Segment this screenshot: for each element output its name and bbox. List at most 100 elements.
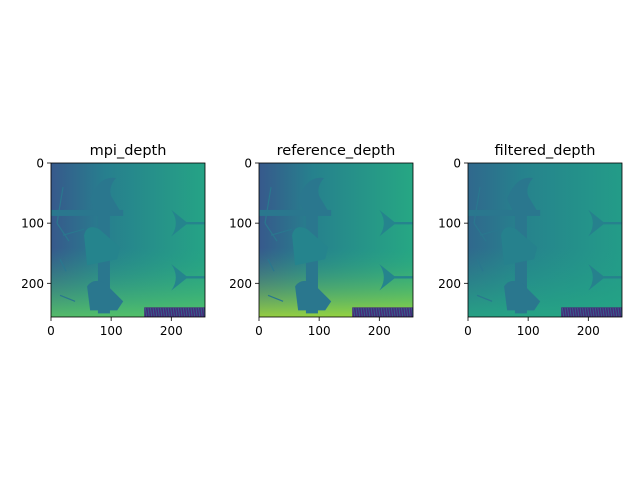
depth-shape-top (507, 177, 538, 212)
depth-shape-branch (476, 294, 493, 302)
depth-floor-stripe (352, 307, 356, 317)
depth-shape-cup-top (588, 209, 622, 237)
depth-floor-stripe (363, 307, 366, 317)
depth-floor-stripe (182, 307, 185, 317)
depth-floor-stripe (597, 307, 600, 317)
depth-floor-stripe (203, 307, 205, 317)
depth-floor-stripe (615, 307, 618, 317)
depth-floor-stripe (365, 307, 368, 317)
depth-floor-gradient (259, 163, 413, 317)
y-tick-label: 0 (453, 157, 461, 171)
depth-floor-stripe (572, 307, 575, 317)
x-tick-label: 100 (517, 324, 540, 338)
depth-floor-stripe (195, 307, 198, 317)
depth-floor-stripe (604, 307, 608, 317)
depth-shape-cup-top (379, 209, 413, 237)
depth-shape-middle (292, 227, 329, 266)
depth-image (259, 163, 413, 317)
depth-shape-branch (264, 186, 272, 224)
depth-floor-stripe (172, 307, 175, 317)
depth-floor-stripe (561, 307, 565, 317)
depth-shape-middle (84, 227, 121, 266)
depth-floor-stripe (612, 307, 615, 317)
depth-floor-stripe (373, 307, 376, 317)
depth-floor-stripe (408, 307, 411, 317)
depth-shape-cup-bottom (588, 264, 622, 291)
depth-floor-band (144, 307, 205, 317)
depth-floor-stripe (398, 307, 401, 317)
panel-title: reference_depth (277, 143, 396, 159)
depth-shape-middle (501, 227, 538, 266)
depth-floor-band (561, 307, 622, 317)
depth-floor-stripe (177, 307, 180, 317)
depth-floor-stripe (587, 307, 590, 317)
depth-shape-lower (87, 280, 124, 311)
y-tick-label: 200 (229, 277, 252, 291)
depth-floor-stripe (358, 307, 361, 317)
x-tick-label: 100 (100, 324, 123, 338)
depth-floor-stripe (144, 307, 148, 317)
depth-floor-stripe (395, 307, 399, 317)
y-tick-label: 200 (438, 277, 461, 291)
depth-shape-cup-bottom (171, 264, 205, 291)
y-tick-label: 100 (21, 217, 44, 231)
x-tick-label: 100 (308, 324, 331, 338)
depth-floor-stripe (582, 307, 585, 317)
depth-shape-branch (56, 186, 64, 224)
panel-2: reference_depth 0 100 200 0 100 200 (229, 143, 414, 338)
x-tick-label: 0 (47, 324, 55, 338)
depth-floor-stripe (375, 307, 378, 317)
depth-floor-stripe (378, 307, 381, 317)
depth-floor-stripe (360, 307, 363, 317)
depth-shape-branch (59, 258, 67, 272)
depth-shape-branch (264, 222, 278, 242)
depth-floor-stripe (388, 307, 391, 317)
depth-floor-stripe (592, 307, 595, 317)
y-tick-label: 0 (244, 157, 252, 171)
depth-shape-lower (504, 280, 541, 311)
depth-shape-branch (473, 186, 481, 224)
depth-floor-stripe (180, 307, 183, 317)
depth-shape-branch (479, 228, 502, 236)
depth-shape-branch (59, 294, 76, 302)
depth-floor-stripe (160, 307, 163, 317)
depth-floor-stripe (564, 307, 567, 317)
depth-shape-branch (56, 222, 70, 242)
depth-floor-stripe (355, 307, 358, 317)
depth-floor-stripe (406, 307, 409, 317)
depth-floor-stripe (162, 307, 165, 317)
x-tick-label: 200 (368, 324, 391, 338)
depth-floor-stripe (175, 307, 178, 317)
depth-image (468, 163, 622, 317)
depth-shape-branch (267, 258, 275, 272)
depth-floor-stripe (185, 307, 188, 317)
depth-floor-stripe (157, 307, 160, 317)
depth-shape-shelf (259, 209, 332, 216)
depth-floor-band (352, 307, 413, 317)
y-tick-label: 0 (36, 157, 44, 171)
x-tick-label: 200 (160, 324, 183, 338)
depth-shape-branch (476, 258, 484, 272)
depth-floor-stripe (193, 307, 196, 317)
depth-floor-stripe (584, 307, 587, 317)
depth-floor-stripe (383, 307, 386, 317)
depth-floor-stripe (380, 307, 383, 317)
y-tick-label: 100 (229, 217, 252, 231)
depth-floor-gradient (51, 163, 205, 317)
axes-frame (467, 162, 623, 318)
depth-floor-stripe (200, 307, 203, 317)
depth-shape-branch (270, 228, 293, 236)
x-tick-label: 200 (577, 324, 600, 338)
depth-floor-stripe (602, 307, 605, 317)
x-tick-label: 0 (255, 324, 263, 338)
depth-floor-stripe (401, 307, 404, 317)
axes-frame (50, 162, 206, 318)
panel-3: filtered_depth 0 100 200 0 100 200 (438, 143, 623, 338)
depth-floor-stripe (599, 307, 602, 317)
depth-floor-stripe (165, 307, 168, 317)
depth-shape-branch (267, 294, 284, 302)
panel-title: filtered_depth (495, 143, 596, 159)
depth-floor-stripe (620, 307, 622, 317)
depth-floor-stripe (579, 307, 582, 317)
